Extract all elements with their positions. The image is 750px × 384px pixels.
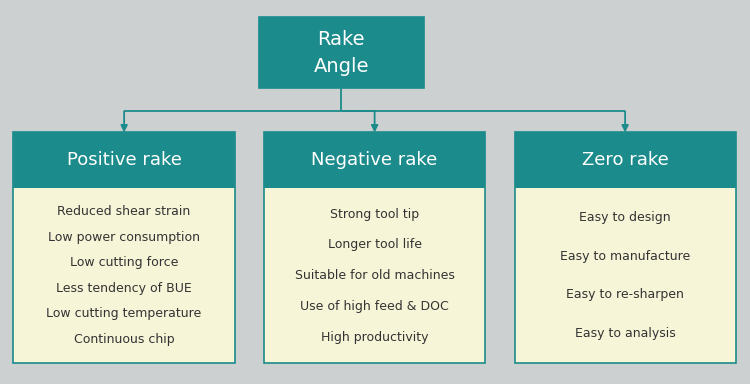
FancyBboxPatch shape (514, 132, 736, 188)
Text: Less tendency of BUE: Less tendency of BUE (56, 282, 192, 295)
FancyBboxPatch shape (13, 132, 235, 363)
Text: Use of high feed & DOC: Use of high feed & DOC (300, 300, 449, 313)
Text: Easy to manufacture: Easy to manufacture (560, 250, 690, 263)
FancyBboxPatch shape (259, 17, 424, 88)
Text: Strong tool tip: Strong tool tip (330, 207, 419, 220)
Text: Suitable for old machines: Suitable for old machines (295, 269, 454, 282)
Text: Rake
Angle: Rake Angle (314, 30, 369, 76)
FancyBboxPatch shape (13, 132, 235, 188)
Text: Zero rake: Zero rake (582, 151, 668, 169)
Text: Low cutting force: Low cutting force (70, 256, 178, 269)
Text: Easy to re-sharpen: Easy to re-sharpen (566, 288, 684, 301)
Text: Easy to analysis: Easy to analysis (574, 327, 676, 340)
FancyBboxPatch shape (514, 132, 736, 363)
Text: Reduced shear strain: Reduced shear strain (58, 205, 190, 218)
Text: Negative rake: Negative rake (311, 151, 438, 169)
Text: Easy to design: Easy to design (579, 211, 671, 224)
Text: Low cutting temperature: Low cutting temperature (46, 308, 202, 321)
FancyBboxPatch shape (264, 132, 485, 363)
Text: High productivity: High productivity (321, 331, 428, 344)
Text: Low power consumption: Low power consumption (48, 230, 200, 243)
Text: Continuous chip: Continuous chip (74, 333, 175, 346)
Text: Longer tool life: Longer tool life (328, 238, 422, 251)
FancyBboxPatch shape (264, 132, 485, 188)
Text: Positive rake: Positive rake (67, 151, 182, 169)
